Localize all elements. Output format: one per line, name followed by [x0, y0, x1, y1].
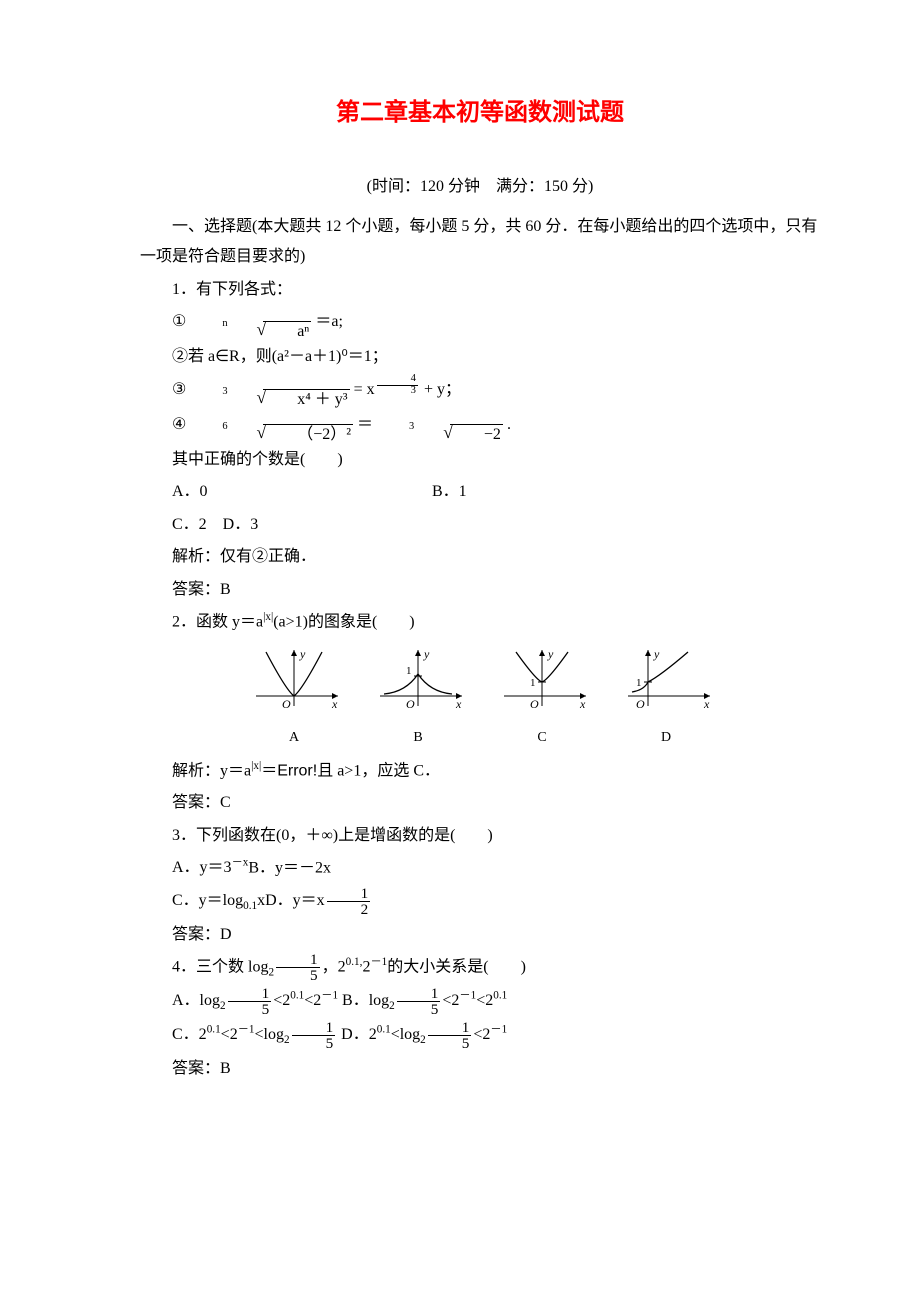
text: ＝a;: [315, 313, 343, 330]
graph-A: y O x A: [244, 646, 344, 752]
svg-text:x: x: [579, 697, 586, 711]
q3-optD: D．y＝x12: [265, 892, 372, 909]
q1-ask: 其中正确的个数是( ): [140, 445, 820, 475]
radicand: −2: [450, 424, 503, 442]
svg-text:x: x: [703, 697, 710, 711]
q2-analysis: 解析：y＝a|x|＝Error!且 a>1，应选 C．: [140, 756, 820, 787]
graph-D: 1 y O x D: [616, 646, 716, 752]
q3-row1: A．y＝3－xB．y＝－2x: [140, 853, 820, 884]
svg-text:O: O: [636, 697, 645, 711]
radicand: x⁴ ＋ y³: [263, 389, 349, 407]
svg-text:y: y: [653, 647, 660, 661]
nth-root: n √ aⁿ: [190, 319, 311, 340]
text: .: [507, 416, 511, 433]
cube-root: 3 √ x⁴ ＋ y³: [190, 387, 349, 408]
fraction: 15: [276, 952, 320, 983]
q1-options-row1: A．0 B．1: [140, 477, 820, 507]
svg-text:1: 1: [530, 677, 536, 689]
graph-svg-C: 1 y O x: [494, 646, 590, 712]
q3-optC: C．y＝log0.1x: [172, 892, 265, 909]
exponent: |x|: [251, 760, 261, 772]
q1-item1: ① n √ aⁿ ＝a;: [140, 307, 820, 340]
text: 解析：y＝a: [172, 762, 251, 779]
graph-svg-A: y O x: [246, 646, 342, 712]
text: + y；: [420, 381, 461, 398]
radical-sign: √: [225, 422, 267, 443]
q4-row1: A．log215<20.1<2－1 B．log215<2－1<20.1: [140, 986, 820, 1018]
error-text: Error!: [277, 762, 317, 779]
root-index: n: [190, 318, 227, 330]
text: ＝: [261, 762, 277, 779]
radical-sign: √: [225, 387, 267, 408]
exponent: |x|: [263, 611, 273, 623]
q3-optB: B．y＝－2x: [248, 859, 331, 876]
svg-text:y: y: [547, 647, 554, 661]
q1-item2: ②若 a∈R，则(a²－a＋1)⁰＝1；: [140, 342, 820, 372]
radicand: aⁿ: [263, 321, 311, 339]
q3-optA: A．y＝3－x: [172, 859, 248, 876]
graph-svg-B: 1 y O x: [370, 646, 466, 712]
graph-label-D: D: [616, 725, 716, 752]
graph-label-C: C: [492, 725, 592, 752]
denominator: 3: [377, 385, 418, 397]
q2-answer: 答案：C: [140, 788, 820, 818]
q3-row2: C．y＝log0.1xD．y＝x12: [140, 886, 820, 918]
cube-root: 3 √ −2: [377, 422, 503, 443]
text: ③: [172, 381, 190, 398]
text: (a>1)的图象是( ): [273, 613, 414, 630]
svg-text:1: 1: [636, 677, 642, 689]
svg-text:y: y: [299, 647, 306, 661]
q1-item3: ③ 3 √ x⁴ ＋ y³ = x43 + y；: [140, 374, 820, 408]
q1-optA: A．0: [140, 477, 400, 507]
page-title: 第二章基本初等函数测试题: [140, 90, 820, 136]
q2-prompt: 2．函数 y＝a|x|(a>1)的图象是( ): [140, 607, 820, 638]
root-index: 3: [190, 386, 227, 398]
text: 2．函数 y＝a: [172, 613, 263, 630]
numerator: 4: [377, 374, 418, 385]
root-index: 3: [377, 421, 414, 433]
q4-optB: B．log215<2－1<20.1: [342, 992, 507, 1009]
svg-text:1: 1: [406, 665, 412, 677]
q4-optA: A．log215<20.1<2－1: [172, 992, 342, 1009]
radical-sign: √: [225, 319, 267, 340]
q1-answer: 答案：B: [140, 575, 820, 605]
text: ④: [172, 416, 186, 433]
text: ①: [172, 313, 186, 330]
exam-info: (时间：120 分钟 满分：150 分): [140, 172, 820, 202]
svg-text:O: O: [282, 697, 291, 711]
graph-label-B: B: [368, 725, 468, 752]
graph-C: 1 y O x C: [492, 646, 592, 752]
svg-text:O: O: [406, 697, 415, 711]
q1-item4: ④ 6 √ （−2）² ＝ 3 √ −2 .: [140, 410, 820, 443]
fraction: 12: [327, 886, 371, 917]
text: = x: [354, 381, 375, 398]
sixth-root: 6 √ （−2）²: [190, 422, 353, 443]
root-index: 6: [190, 421, 227, 433]
graph-B: 1 y O x B: [368, 646, 468, 752]
q3-prompt: 3．下列函数在(0，＋∞)上是增函数的是( ): [140, 821, 820, 851]
svg-text:x: x: [331, 697, 338, 711]
q4-optC: C．20.1<2－1<log215: [172, 1026, 341, 1043]
text: ＝: [357, 416, 373, 433]
graph-svg-D: 1 y O x: [618, 646, 714, 712]
q3-answer: 答案：D: [140, 920, 820, 950]
q4-row2: C．20.1<2－1<log215 D．20.1<log215<2－1: [140, 1020, 820, 1052]
q1-optB: B．1: [400, 477, 467, 507]
svg-text:x: x: [455, 697, 462, 711]
graph-label-A: A: [244, 725, 344, 752]
svg-text:y: y: [423, 647, 430, 661]
radicand: （−2）²: [263, 424, 353, 442]
radical-sign: √: [411, 422, 453, 443]
text: 且 a>1，应选 C．: [317, 762, 440, 779]
fraction: 43: [377, 374, 418, 396]
q1-analysis: 解析：仅有②正确．: [140, 542, 820, 572]
svg-text:O: O: [530, 697, 539, 711]
q4-prompt: 4．三个数 log215，20.1,2－1的大小关系是( ): [140, 952, 820, 984]
q1-options-row2: C．2 D．3: [140, 510, 820, 540]
q4-answer: 答案：B: [140, 1054, 820, 1084]
section-heading: 一、选择题(本大题共 12 个小题，每小题 5 分，共 60 分．在每小题给出的…: [140, 212, 820, 273]
q1-prompt: 1．有下列各式：: [140, 275, 820, 305]
q2-graphs: y O x A 1 y O x B: [140, 646, 820, 752]
q4-optD: D．20.1<log215<2－1: [341, 1026, 507, 1043]
